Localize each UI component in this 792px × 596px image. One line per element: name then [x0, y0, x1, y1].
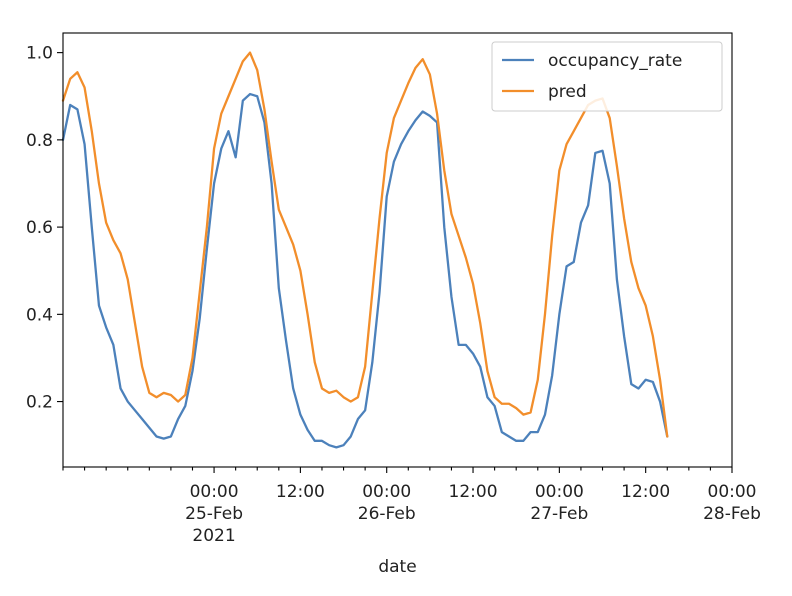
legend-label: occupancy_rate	[548, 51, 682, 71]
legend-box	[491, 41, 723, 112]
y-tick-label: 0.2	[26, 393, 53, 413]
series-line-occupancy-rate	[61, 92, 669, 449]
x-tick-date-label: 27-Feb	[530, 504, 588, 524]
y-tick-label: 0.8	[26, 131, 53, 151]
series-layer	[61, 51, 669, 449]
y-tick-label: 1.0	[26, 44, 53, 64]
x-tick-date-label: 28-Feb	[703, 504, 761, 524]
series-line-pred	[61, 51, 669, 438]
x-tick-label: 12:00	[276, 482, 325, 502]
x-tick-date-label: 25-Feb	[185, 504, 243, 524]
x-tick-label: 00:00	[535, 482, 584, 502]
legend-label: pred	[548, 82, 587, 102]
x-tick-label: 00:00	[190, 482, 239, 502]
x-tick-date-label: 26-Feb	[358, 504, 416, 524]
y-tick-label: 0.6	[26, 218, 53, 238]
x-tick-label: 12:00	[621, 482, 670, 502]
x-tick-label: 00:00	[362, 482, 411, 502]
x-tick-year-label: 2021	[192, 526, 235, 546]
y-tick-label: 0.4	[26, 305, 53, 325]
x-axis-label: date	[378, 557, 416, 577]
y-axis-ticks: 0.2 0.4 0.6 0.8 1.0	[26, 44, 63, 413]
axes-frame	[62, 32, 733, 468]
x-tick-label: 00:00	[708, 482, 757, 502]
x-tick-label: 12:00	[449, 482, 498, 502]
